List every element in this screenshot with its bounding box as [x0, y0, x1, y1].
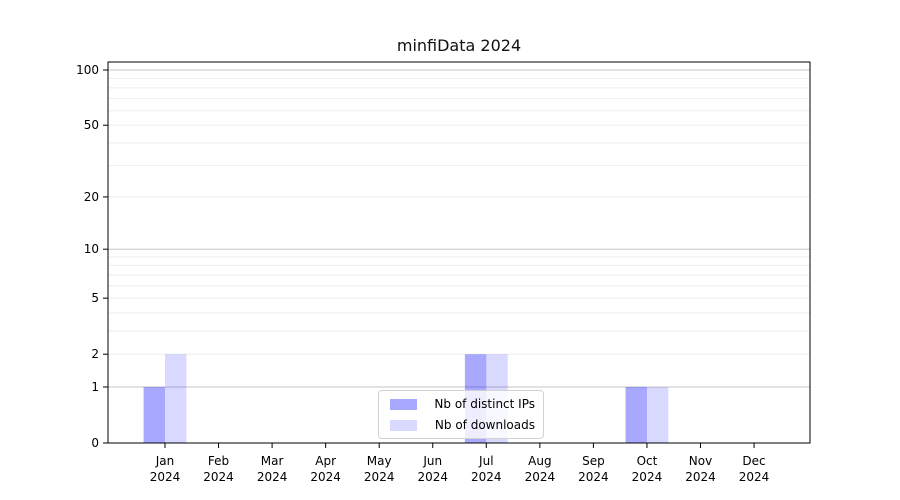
x-tick-label-year: 2024: [257, 470, 288, 484]
y-tick-label: 20: [84, 190, 99, 204]
legend-label-downloads: Nb of downloads: [434, 418, 535, 432]
y-tick-label: 50: [84, 118, 99, 132]
chart-title: minfiData 2024: [396, 36, 522, 55]
x-tick-label-year: 2024: [578, 470, 609, 484]
x-tick-label-year: 2024: [310, 470, 341, 484]
legend-item-distinct-ips: Nb of distinct IPs: [385, 395, 537, 413]
x-tick-label-year: 2024: [471, 470, 502, 484]
legend-swatch-downloads: [390, 419, 417, 431]
x-tick-label-year: 2024: [739, 470, 770, 484]
x-tick-label-year: 2024: [685, 470, 716, 484]
bar-distinct-ips-Jan: [143, 386, 165, 443]
legend-label-distinct-ips: Nb of distinct IPs: [434, 397, 535, 411]
plot-border: [107, 61, 811, 444]
y-tick-label: 10: [84, 242, 99, 256]
x-tick-label-year: 2024: [150, 470, 181, 484]
x-tick-label-year: 2024: [364, 470, 395, 484]
x-tick-label-month: Nov: [689, 454, 712, 468]
x-tick-label-month: Mar: [261, 454, 284, 468]
y-tick-label: 0: [91, 436, 99, 450]
x-tick-label-month: May: [367, 454, 392, 468]
legend-swatch-distinct-ips: [390, 398, 417, 410]
x-tick-label-month: Jun: [422, 454, 442, 468]
x-tick-label-year: 2024: [417, 470, 448, 484]
legend: Nb of distinct IPs Nb of downloads: [378, 390, 544, 439]
y-tick-label: 2: [91, 347, 99, 361]
x-tick-label-month: Sep: [582, 454, 605, 468]
bar-downloads-Jan: [165, 354, 187, 443]
bar-downloads-Oct: [646, 386, 669, 443]
x-tick-label-month: Apr: [315, 454, 336, 468]
x-tick-label-month: Oct: [637, 454, 658, 468]
bar-distinct-ips-Oct: [625, 386, 647, 443]
y-tick-label: 1: [91, 380, 99, 394]
x-tick-label-month: Jan: [155, 454, 175, 468]
x-tick-label-month: Jul: [478, 454, 493, 468]
x-tick-label-year: 2024: [203, 470, 234, 484]
x-tick-label-month: Dec: [742, 454, 765, 468]
x-tick-label-year: 2024: [632, 470, 663, 484]
y-tick-label: 5: [91, 291, 99, 305]
y-tick-label: 100: [76, 63, 99, 77]
legend-item-downloads: Nb of downloads: [385, 416, 537, 434]
x-tick-label-year: 2024: [525, 470, 556, 484]
x-tick-label-month: Aug: [528, 454, 551, 468]
x-tick-label-month: Feb: [208, 454, 229, 468]
